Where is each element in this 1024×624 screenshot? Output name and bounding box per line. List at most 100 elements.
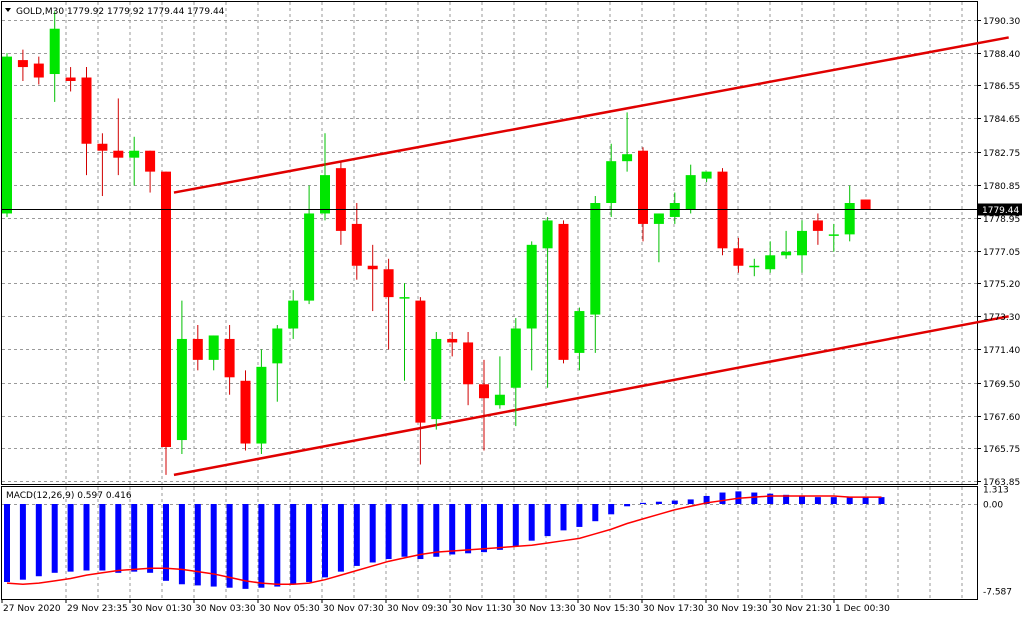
time-tick-label: 30 Nov 03:30: [195, 604, 256, 614]
candle-body: [208, 335, 219, 360]
candle-body: [812, 220, 823, 231]
candle-body: [2, 56, 12, 214]
candle-body: [97, 143, 108, 151]
candle: [653, 213, 664, 263]
candle-body: [49, 28, 60, 75]
candle: [129, 136, 140, 186]
candle-body: [129, 150, 140, 158]
candle: [797, 220, 807, 273]
candle-body: [638, 150, 648, 224]
time-tick-label: 30 Nov 09:30: [387, 604, 448, 614]
macd-tick-label: -7.587: [983, 588, 1012, 598]
macd-bar: [353, 504, 360, 566]
macd-bar: [830, 497, 837, 504]
symbol-header: GOLD,M30 1779.92 1779.92 1779.44 1779.44: [16, 7, 225, 17]
candle-body: [176, 338, 187, 441]
current-price-tag: [978, 203, 1022, 216]
candle-body: [367, 265, 378, 270]
time-tick-label: 30 Nov 07:30: [323, 604, 384, 614]
macd-bar: [19, 504, 26, 580]
candle: [431, 331, 442, 430]
macd-bar: [767, 493, 774, 504]
candle: [415, 297, 426, 465]
macd-tick-label: 0.00: [983, 501, 1003, 511]
macd-bar: [290, 504, 297, 585]
macd-bar: [163, 504, 169, 581]
candle-body: [590, 203, 601, 315]
price-tick-label: 1765.75: [983, 445, 1020, 455]
candle-body: [653, 213, 664, 224]
candle: [733, 237, 744, 273]
candle: [510, 318, 521, 427]
candle-body: [431, 338, 442, 420]
price-tick-label: 1790.30: [983, 17, 1020, 27]
macd-bar: [655, 501, 662, 504]
trendlines[interactable]: [173, 36, 1009, 477]
candle: [113, 98, 124, 176]
macd-bar: [194, 504, 201, 586]
candle: [844, 185, 855, 242]
macd-bar: [481, 504, 487, 553]
candle: [17, 49, 28, 82]
macd-bar: [687, 499, 694, 504]
candle-body: [272, 328, 283, 364]
time-tick-label: 29 Nov 23:35: [67, 604, 128, 614]
macd-bar: [608, 504, 615, 515]
macd-bar: [433, 504, 440, 557]
candle-body: [526, 244, 537, 329]
macd-bar: [115, 504, 122, 573]
macd-bar: [51, 504, 58, 573]
macd-bar: [783, 494, 790, 504]
macd-bar: [210, 504, 217, 587]
price-tick-label: 1780.85: [983, 182, 1020, 192]
candle: [860, 199, 871, 210]
candle: [542, 216, 553, 388]
candle: [224, 325, 235, 395]
candle: [526, 241, 537, 371]
dropdown-triangle-icon[interactable]: [5, 8, 11, 12]
candle: [447, 331, 458, 357]
candle: [81, 67, 92, 176]
candle-body: [606, 161, 617, 204]
candle: [208, 335, 219, 371]
candle: [399, 283, 410, 381]
time-tick-label: 30 Nov 11:30: [451, 604, 512, 614]
macd-label: MACD(12,26,9) 0.597 0.416: [6, 491, 132, 501]
candle-body: [447, 338, 458, 343]
candle-body: [797, 230, 807, 256]
candle-body: [288, 300, 299, 329]
candle-body: [622, 154, 633, 162]
macd-bar: [671, 500, 678, 504]
candle: [574, 307, 585, 371]
macd-bar: [417, 504, 424, 560]
candle-body: [145, 150, 156, 172]
candle-body: [479, 384, 489, 399]
macd-bar: [385, 504, 392, 560]
macd-bar: [337, 504, 344, 572]
candle: [145, 150, 156, 193]
time-tick-label: 1 Dec 00:30: [835, 604, 890, 614]
macd-signal-line: [6, 495, 882, 586]
candle: [463, 331, 474, 406]
time-tick-label: 30 Nov 15:30: [579, 604, 640, 614]
macd-bar: [83, 504, 90, 571]
candle: [606, 143, 617, 217]
macd-bar: [576, 504, 583, 527]
candle: [765, 241, 776, 273]
candle-body: [860, 199, 871, 210]
macd-bar: [35, 504, 42, 577]
price-tick-label: 1784.65: [983, 115, 1020, 125]
candle-body: [574, 311, 585, 353]
macd-bar: [624, 504, 631, 507]
macd-bar: [799, 495, 805, 504]
macd-bar: [449, 504, 456, 555]
candle-body: [781, 251, 792, 256]
macd-bar: [465, 504, 472, 554]
candle: [494, 356, 505, 409]
price-tick-label: 1771.40: [983, 346, 1020, 356]
price-tick-label: 1763.85: [983, 478, 1020, 488]
candle-body: [81, 77, 92, 144]
macd-bar: [814, 497, 821, 504]
